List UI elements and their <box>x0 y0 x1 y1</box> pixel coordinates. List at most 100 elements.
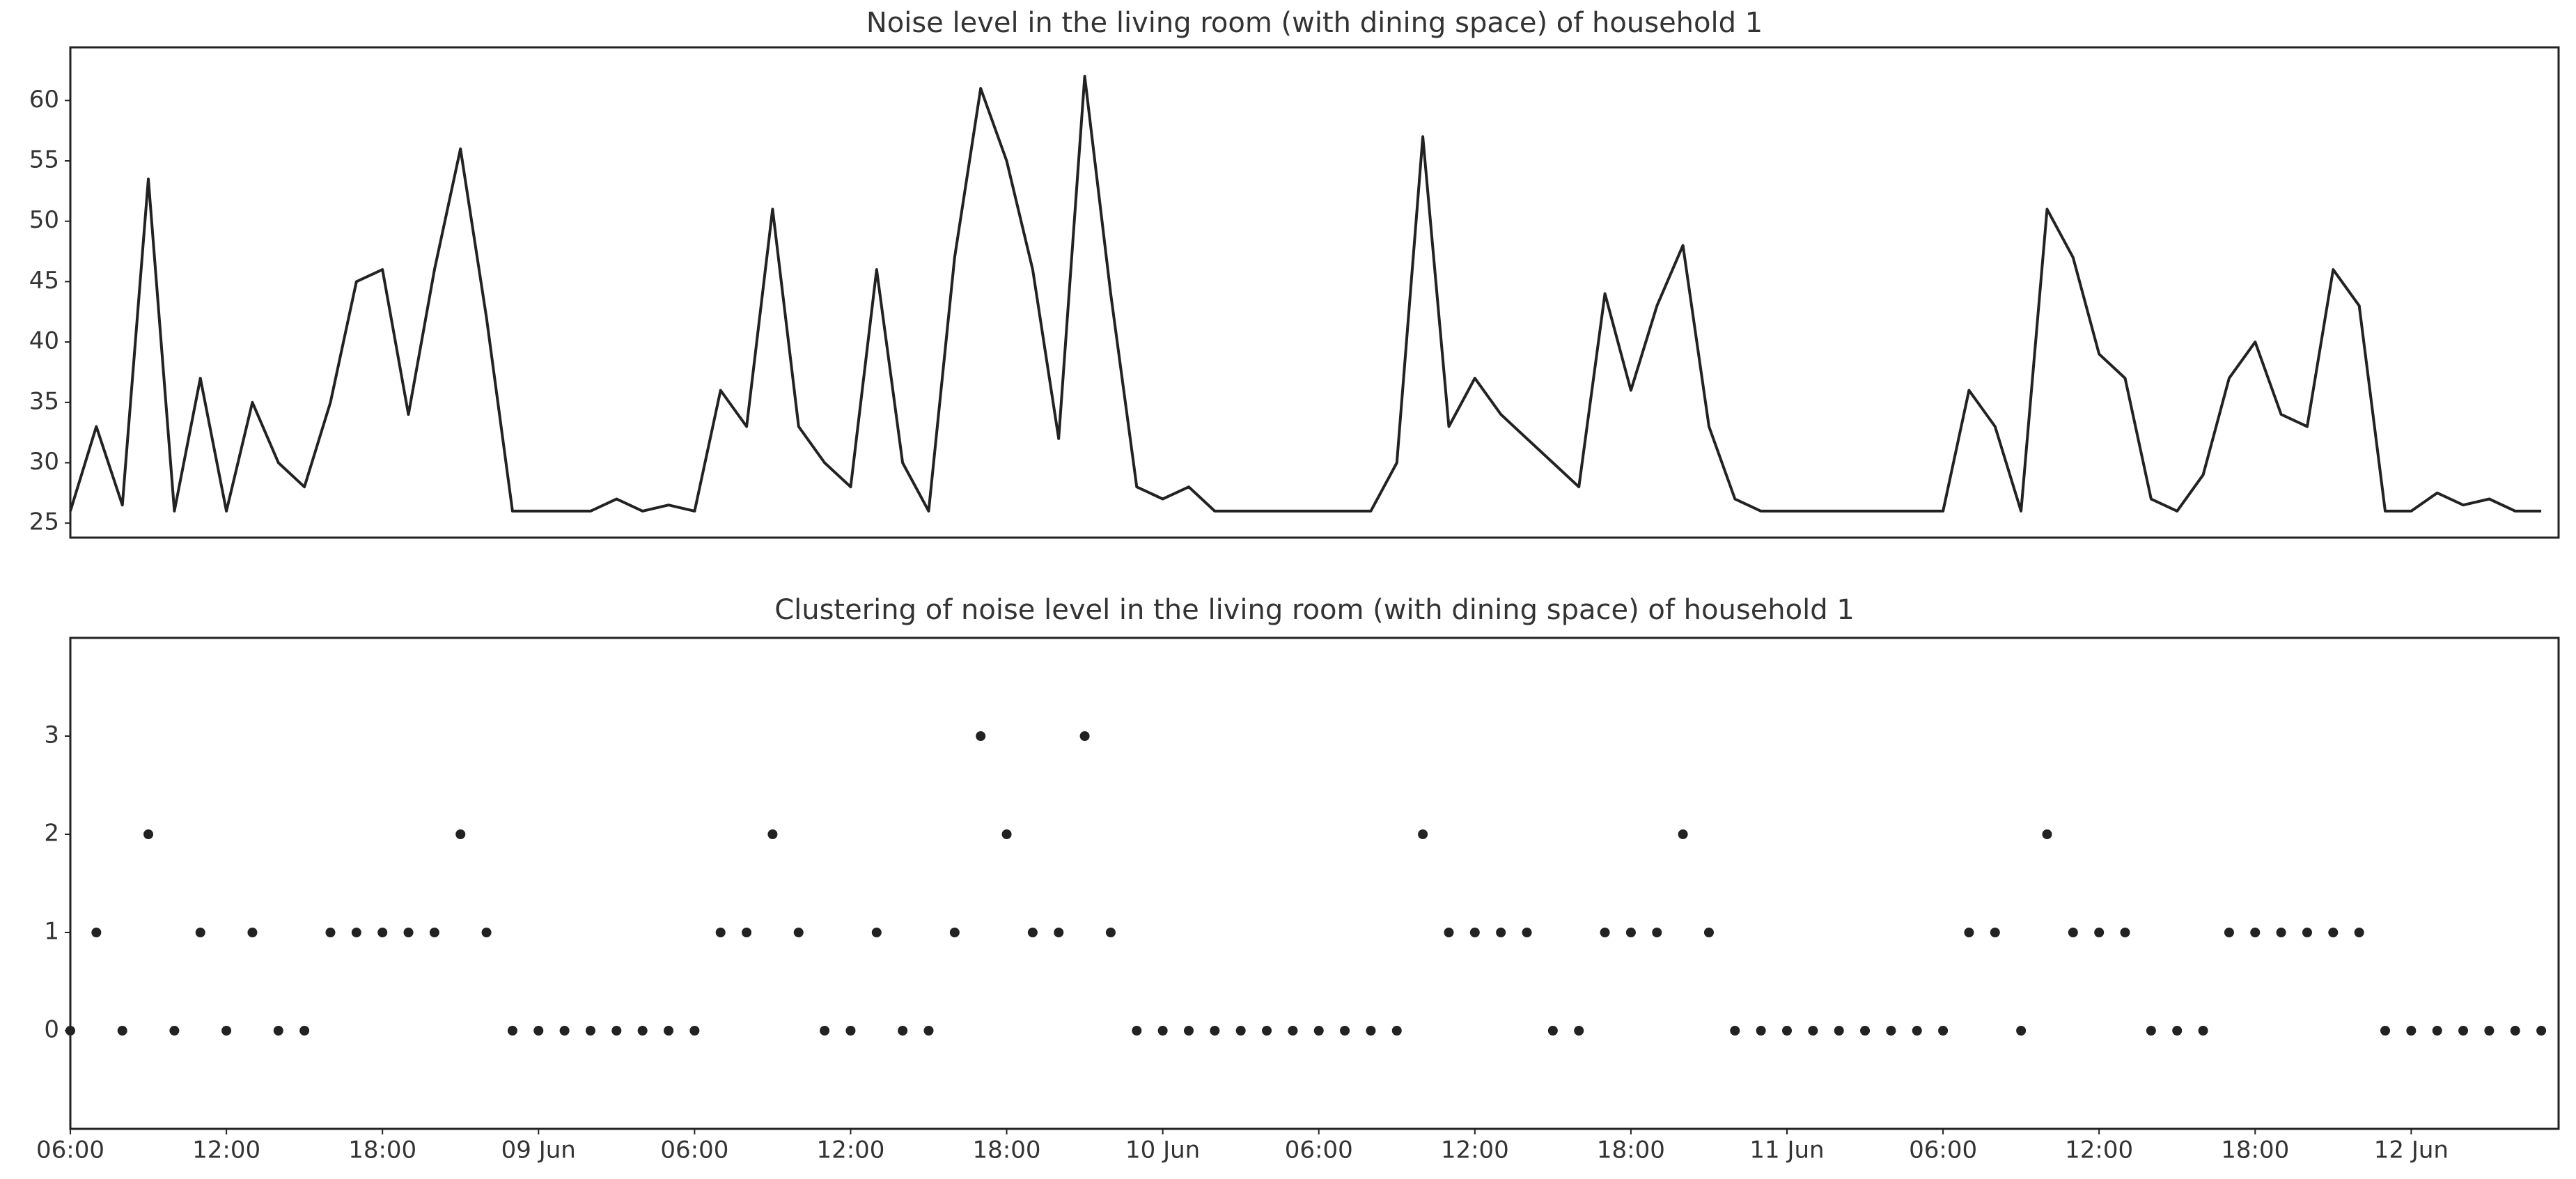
chart-title: Clustering of noise level in the living … <box>774 594 1855 626</box>
cluster-point <box>1391 1026 1402 1036</box>
cluster-point <box>715 928 726 937</box>
plot-frame <box>69 637 2560 1130</box>
cluster-point <box>1652 928 1662 937</box>
cluster-point <box>2354 928 2364 937</box>
cluster-point <box>1912 1026 1922 1036</box>
x-tick-label: 18:00 <box>2221 1137 2289 1164</box>
cluster-point <box>1781 1026 1792 1036</box>
cluster-point <box>1600 928 1610 937</box>
x-tick-label: 12:00 <box>192 1137 260 1164</box>
cluster-point <box>2094 928 2105 937</box>
cluster-point <box>1938 1026 1949 1036</box>
cluster-point <box>1313 1026 1324 1036</box>
cluster-point <box>351 928 361 937</box>
cluster-point <box>689 1026 700 1036</box>
x-tick-label: 10 Jun <box>1125 1137 1200 1164</box>
cluster-point <box>1001 829 1012 839</box>
cluster-point <box>1105 928 1116 937</box>
cluster-point <box>1157 1026 1168 1036</box>
cluster-point <box>923 1026 934 1036</box>
cluster-point <box>1730 1026 1740 1036</box>
plot-frame <box>69 46 2560 539</box>
cluster-point <box>664 1026 674 1036</box>
cluster-point <box>637 1026 648 1036</box>
cluster-point <box>2458 1026 2469 1036</box>
cluster-point <box>1834 1026 1844 1036</box>
y-tick-label: 40 <box>29 327 59 355</box>
cluster-point <box>2250 928 2261 937</box>
cluster-point <box>1756 1026 1766 1036</box>
cluster-point <box>507 1026 517 1036</box>
cluster-point <box>793 928 804 937</box>
cluster-point <box>403 928 414 937</box>
cluster-point <box>299 1026 310 1036</box>
cluster-point <box>455 829 466 839</box>
cluster-point <box>1625 928 1636 937</box>
x-tick-label: 18:00 <box>973 1137 1041 1164</box>
cluster-point <box>1496 928 1506 937</box>
cluster-point <box>1547 1026 1558 1036</box>
cluster-point <box>845 1026 856 1036</box>
cluster-point <box>247 928 258 937</box>
cluster-point <box>2510 1026 2520 1036</box>
x-tick-label: 18:00 <box>1597 1137 1665 1164</box>
cluster-point <box>169 1026 180 1036</box>
cluster-point <box>481 928 492 937</box>
y-tick-label: 55 <box>29 146 59 173</box>
x-tick-label: 06:00 <box>660 1137 728 1164</box>
cluster-point <box>1132 1026 1142 1036</box>
cluster-point <box>2146 1026 2156 1036</box>
cluster-point <box>2328 928 2339 937</box>
cluster-point <box>1860 1026 1871 1036</box>
y-tick-label: 25 <box>29 508 59 536</box>
cluster-point <box>1808 1026 1818 1036</box>
y-tick-label: 0 <box>44 1016 59 1044</box>
cluster-point <box>2120 928 2130 937</box>
cluster-point <box>1990 928 2000 937</box>
cluster-point <box>65 1026 75 1036</box>
x-tick-label: 12:00 <box>2065 1137 2133 1164</box>
cluster-point <box>585 1026 595 1036</box>
x-tick-label: 18:00 <box>348 1137 416 1164</box>
y-tick-label: 2 <box>44 820 59 848</box>
y-tick-label: 30 <box>29 448 59 476</box>
cluster-point <box>1444 928 1454 937</box>
cluster-point <box>1574 1026 1584 1036</box>
cluster-point <box>117 1026 127 1036</box>
cluster-point <box>820 1026 830 1036</box>
cluster-point <box>1418 829 1428 839</box>
cluster-point <box>1678 829 1688 839</box>
cluster-point <box>1235 1026 1246 1036</box>
cluster-point <box>767 829 778 839</box>
x-tick-label: 11 Jun <box>1749 1137 1824 1164</box>
cluster-point <box>1210 1026 1220 1036</box>
cluster-point <box>1886 1026 1896 1036</box>
cluster-point <box>377 928 388 937</box>
x-tick-label: 06:00 <box>36 1137 104 1164</box>
cluster-point <box>1183 1026 1194 1036</box>
x-tick-label: 12:00 <box>816 1137 884 1164</box>
y-tick-label: 1 <box>44 918 59 946</box>
cluster-point <box>1703 928 1714 937</box>
cluster-point <box>533 1026 544 1036</box>
cluster-point <box>2198 1026 2208 1036</box>
x-tick-label: 12 Jun <box>2374 1137 2449 1164</box>
cluster-point <box>1522 928 1532 937</box>
x-tick-label: 06:00 <box>1909 1137 1977 1164</box>
cluster-point <box>2536 1026 2547 1036</box>
cluster-point <box>91 928 102 937</box>
x-tick-label: 09 Jun <box>501 1137 576 1164</box>
cluster-point <box>143 829 154 839</box>
cluster-point <box>273 1026 283 1036</box>
cluster-point <box>1366 1026 1376 1036</box>
cluster-point <box>1027 928 1038 937</box>
cluster-point <box>976 731 986 741</box>
cluster-point <box>1288 1026 1298 1036</box>
cluster-point <box>871 928 882 937</box>
y-tick-label: 35 <box>29 387 59 415</box>
cluster-point <box>1469 928 1480 937</box>
y-tick-label: 50 <box>29 206 59 234</box>
cluster-point <box>2406 1026 2417 1036</box>
cluster-point <box>898 1026 908 1036</box>
